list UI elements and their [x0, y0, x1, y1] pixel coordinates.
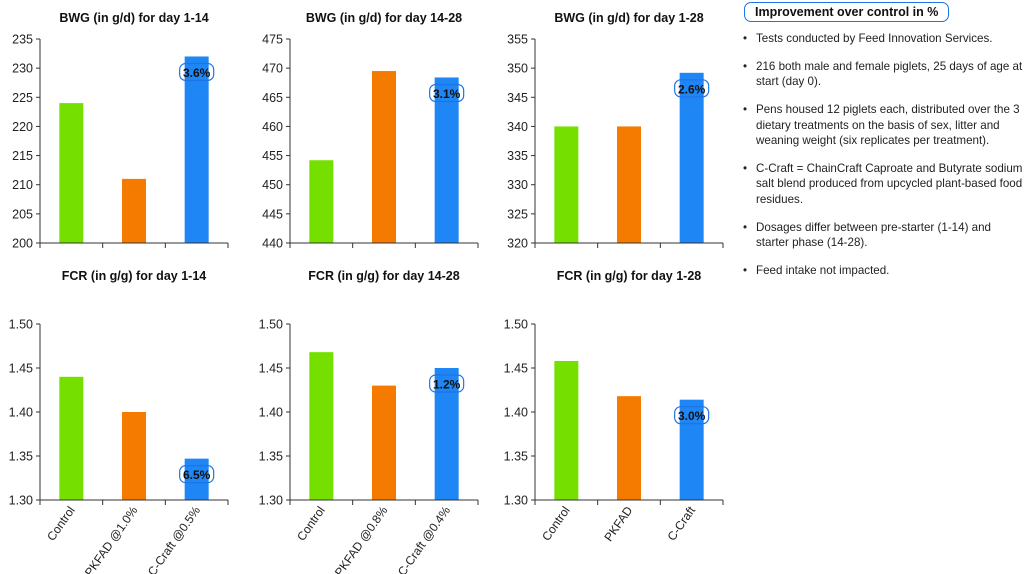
- y-tick-label: 350: [507, 62, 528, 76]
- callout-box: [674, 406, 710, 425]
- chart-title: BWG (in g/d) for day 14-28: [306, 11, 462, 25]
- callout-label: 3.1%: [433, 87, 461, 101]
- y-tick-label: 330: [507, 178, 528, 192]
- y-tick-label: 205: [12, 207, 33, 221]
- y-tick-label: 325: [507, 207, 528, 221]
- y-tick-label: 455: [262, 149, 283, 163]
- y-tick-label: 340: [507, 120, 528, 134]
- x-tick-label: C-Craft @0.4%: [395, 503, 453, 574]
- bar-ccraft: [184, 56, 209, 243]
- bar-control: [554, 360, 579, 500]
- y-tick-label: 1.40: [259, 406, 283, 420]
- x-tick-label: Control: [44, 504, 78, 544]
- y-tick-label: 465: [262, 91, 283, 105]
- callout-label: 1.2%: [433, 378, 461, 392]
- chart-title: BWG (in g/d) for day 1-28: [554, 11, 703, 25]
- note-item: C-Craft = ChainCraft Caproate and Butyra…: [740, 161, 1024, 207]
- notes-list: Tests conducted by Feed Innovation Servi…: [740, 31, 1024, 291]
- note-item: 216 both male and female piglets, 25 day…: [740, 59, 1024, 90]
- y-tick-label: 460: [262, 120, 283, 134]
- y-tick-label: 1.45: [9, 362, 33, 376]
- y-tick-label: 1.40: [9, 406, 33, 420]
- y-tick-label: 320: [507, 237, 528, 251]
- y-tick-label: 1.40: [504, 406, 528, 420]
- y-tick-label: 1.50: [9, 318, 33, 332]
- note-item: Dosages differ between pre-starter (1-14…: [740, 220, 1024, 251]
- y-tick-label: 470: [262, 62, 283, 76]
- x-tick-label: C-Craft @0.5%: [145, 503, 203, 574]
- y-tick-label: 1.35: [504, 450, 528, 464]
- bar-pkfad: [372, 71, 396, 243]
- y-tick-label: 215: [12, 149, 33, 163]
- chart-title: FCR (in g/g) for day 14-28: [308, 269, 459, 283]
- y-tick-label: 1.30: [9, 494, 33, 508]
- y-tick-label: 450: [262, 178, 283, 192]
- callout-box: [429, 374, 465, 393]
- y-tick-label: 230: [12, 62, 33, 76]
- notes-panel: Improvement over control in % Tests cond…: [740, 0, 1024, 574]
- y-tick-label: 355: [507, 33, 528, 47]
- bar-ccraft: [679, 399, 704, 500]
- y-tick-label: 445: [262, 207, 283, 221]
- note-item: Pens housed 12 piglets each, distributed…: [740, 102, 1024, 148]
- bar-pkfad: [372, 385, 396, 500]
- x-tick-label: PKFAD @0.8%: [332, 503, 391, 574]
- bar-control: [59, 103, 84, 243]
- callout-label: 3.6%: [183, 66, 211, 80]
- bar-control: [309, 160, 334, 243]
- x-tick-label: PKFAD @1.0%: [82, 503, 141, 574]
- y-tick-label: 1.30: [504, 494, 528, 508]
- callout-box: [674, 79, 710, 98]
- y-tick-label: 345: [507, 91, 528, 105]
- y-tick-label: 440: [262, 237, 283, 251]
- x-tick-label: PKFAD: [601, 503, 635, 544]
- bar-control: [554, 126, 579, 243]
- bar-pkfad: [617, 396, 641, 500]
- y-tick-label: 1.45: [259, 362, 283, 376]
- y-tick-label: 200: [12, 237, 33, 251]
- y-tick-label: 235: [12, 33, 33, 47]
- bar-ccraft: [434, 368, 459, 500]
- chart-title: FCR (in g/g) for day 1-14: [62, 269, 207, 283]
- callout-box: [179, 465, 215, 484]
- bar-ccraft: [679, 72, 704, 243]
- bar-pkfad: [122, 178, 146, 243]
- bar-pkfad: [122, 412, 146, 500]
- y-tick-label: 1.50: [504, 318, 528, 332]
- y-tick-label: 220: [12, 120, 33, 134]
- callout-box: [429, 83, 465, 103]
- notes-title: Improvement over control in %: [744, 2, 950, 22]
- y-tick-label: 1.50: [259, 318, 283, 332]
- x-tick-label: Control: [294, 504, 328, 544]
- bar-control: [309, 352, 334, 500]
- y-tick-label: 475: [262, 33, 283, 47]
- chart-title: BWG (in g/d) for day 1-14: [59, 11, 208, 25]
- y-tick-label: 210: [12, 178, 33, 192]
- y-tick-label: 1.30: [259, 494, 283, 508]
- y-tick-label: 225: [12, 91, 33, 105]
- bar-pkfad: [617, 126, 641, 243]
- callout-label: 3.0%: [678, 409, 706, 423]
- y-tick-label: 1.45: [504, 362, 528, 376]
- y-tick-label: 1.35: [259, 450, 283, 464]
- callout-label: 6.5%: [183, 468, 211, 482]
- y-tick-label: 1.35: [9, 450, 33, 464]
- y-tick-label: 335: [507, 149, 528, 163]
- note-item: Feed intake not impacted.: [740, 263, 1024, 279]
- x-tick-label: Control: [539, 504, 573, 544]
- bar-control: [59, 376, 84, 500]
- chart-title: FCR (in g/g) for day 1-28: [557, 269, 702, 283]
- note-item: Tests conducted by Feed Innovation Servi…: [740, 31, 1024, 47]
- bar-ccraft: [434, 77, 459, 244]
- callout-box: [179, 62, 215, 82]
- callout-label: 2.6%: [678, 82, 706, 96]
- x-tick-label: C-Craft: [664, 503, 698, 543]
